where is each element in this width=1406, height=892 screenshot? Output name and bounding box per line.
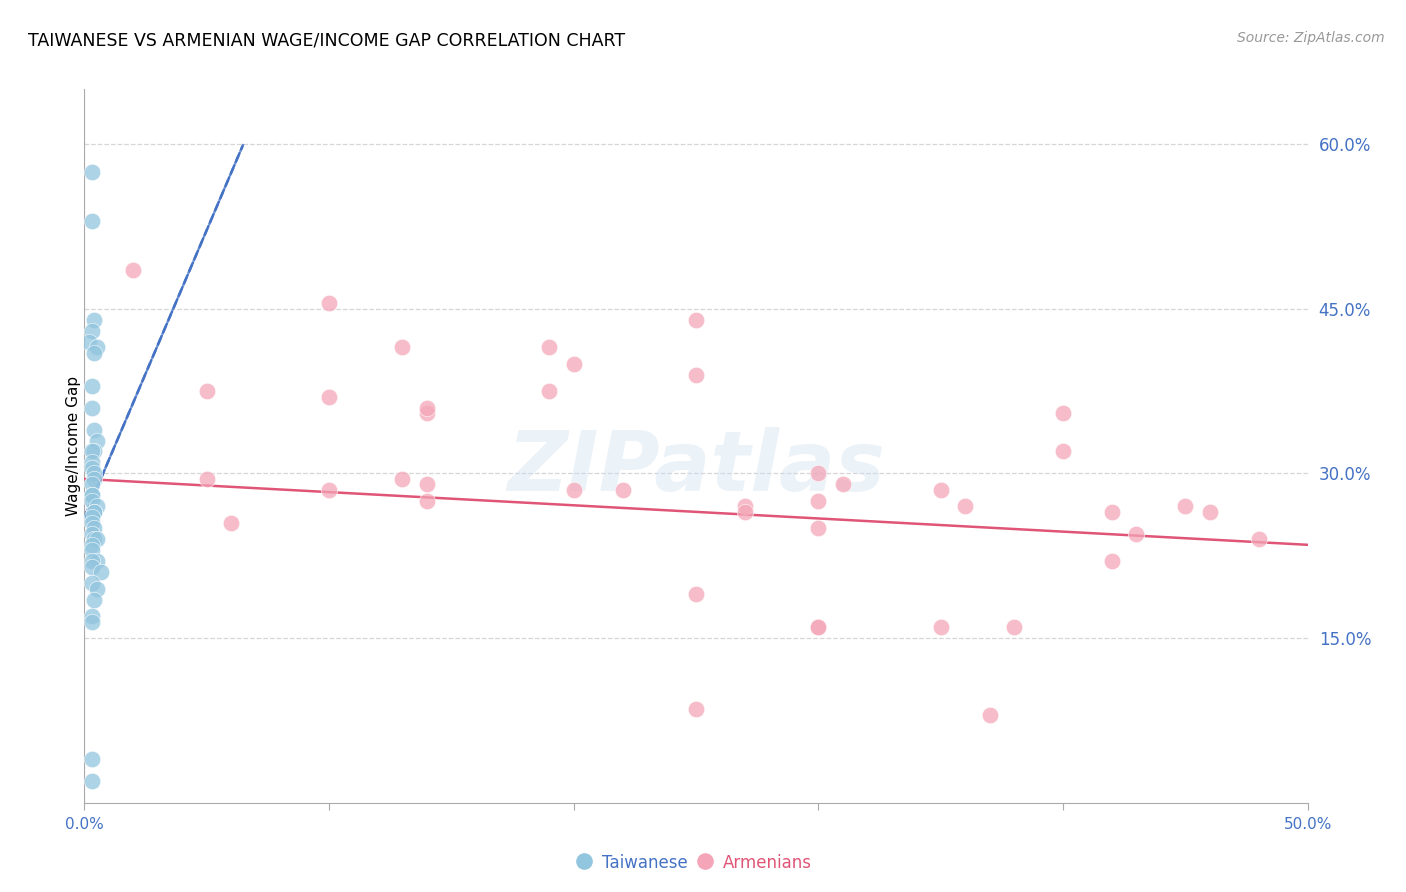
Point <box>80 378 103 392</box>
Point <box>83 444 105 458</box>
Point <box>80 488 103 502</box>
Point <box>734 505 756 519</box>
Point <box>685 312 707 326</box>
Point <box>86 340 108 354</box>
Text: ZIPatlas: ZIPatlas <box>508 427 884 508</box>
Point <box>80 576 103 591</box>
Point <box>80 477 103 491</box>
Point <box>80 488 103 502</box>
Point <box>685 587 707 601</box>
Point <box>80 615 103 629</box>
Point <box>612 483 634 497</box>
Point <box>80 494 103 508</box>
Point <box>562 357 585 371</box>
Point <box>80 164 103 178</box>
Point <box>80 214 103 228</box>
Point <box>807 620 830 634</box>
Point <box>80 510 103 524</box>
Point <box>83 345 105 359</box>
Point <box>83 521 105 535</box>
Point <box>80 401 103 415</box>
Point <box>416 401 439 415</box>
Point <box>86 434 108 448</box>
Point <box>734 500 756 514</box>
Point <box>1101 554 1123 568</box>
Point <box>391 340 413 354</box>
Point <box>80 455 103 469</box>
Point <box>416 477 439 491</box>
Point <box>86 582 108 596</box>
Point <box>562 483 585 497</box>
Point <box>195 472 218 486</box>
Point <box>83 472 105 486</box>
Point <box>77 334 100 349</box>
Point <box>195 384 218 398</box>
Point <box>80 554 103 568</box>
Point <box>318 296 340 310</box>
Point <box>83 592 105 607</box>
Point <box>807 494 830 508</box>
Point <box>831 477 853 491</box>
Point <box>929 483 952 497</box>
Point <box>1247 533 1270 547</box>
Point <box>86 500 108 514</box>
Point <box>80 324 103 338</box>
Point <box>80 461 103 475</box>
Point <box>685 702 707 716</box>
Point <box>83 505 105 519</box>
Point <box>80 526 103 541</box>
Point <box>1052 406 1074 420</box>
Point <box>318 390 340 404</box>
Point <box>953 500 976 514</box>
Point <box>83 467 105 481</box>
Point <box>538 340 561 354</box>
Point <box>318 483 340 497</box>
Point <box>1125 526 1147 541</box>
Point <box>83 312 105 326</box>
Point <box>1174 500 1197 514</box>
Point <box>1101 505 1123 519</box>
Point <box>90 566 112 580</box>
Point <box>807 620 830 634</box>
Point <box>538 384 561 398</box>
Point <box>416 406 439 420</box>
Point <box>80 609 103 624</box>
Point <box>86 554 108 568</box>
Text: Source: ZipAtlas.com: Source: ZipAtlas.com <box>1237 31 1385 45</box>
Point <box>83 533 105 547</box>
Point <box>80 773 103 788</box>
Y-axis label: Wage/Income Gap: Wage/Income Gap <box>66 376 80 516</box>
Point <box>80 543 103 558</box>
Point <box>807 521 830 535</box>
Text: TAIWANESE VS ARMENIAN WAGE/INCOME GAP CORRELATION CHART: TAIWANESE VS ARMENIAN WAGE/INCOME GAP CO… <box>28 31 626 49</box>
Point <box>685 368 707 382</box>
Point <box>83 505 105 519</box>
Point <box>219 516 242 530</box>
Point <box>416 494 439 508</box>
Point <box>1052 444 1074 458</box>
Point <box>80 444 103 458</box>
Point <box>83 423 105 437</box>
Point <box>86 533 108 547</box>
Legend: Taiwanese, Armenians: Taiwanese, Armenians <box>572 846 820 880</box>
Point <box>979 708 1001 723</box>
Point <box>391 472 413 486</box>
Point <box>1002 620 1025 634</box>
Point <box>80 516 103 530</box>
Point <box>807 467 830 481</box>
Point <box>80 559 103 574</box>
Point <box>122 263 145 277</box>
Point <box>1198 505 1220 519</box>
Point <box>929 620 952 634</box>
Point <box>80 538 103 552</box>
Point <box>80 752 103 766</box>
